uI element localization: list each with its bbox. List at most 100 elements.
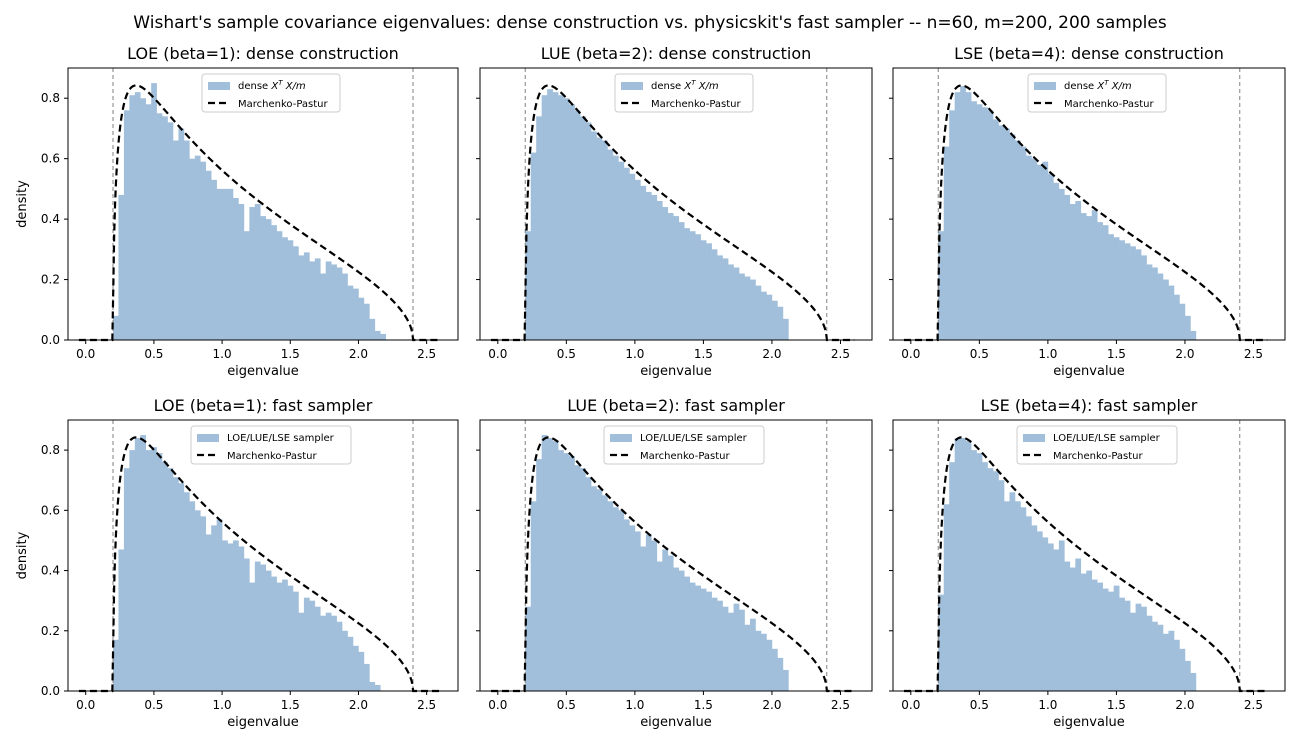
hist-bar xyxy=(678,222,685,340)
hist-bar xyxy=(222,540,228,691)
hist-bar xyxy=(129,450,136,691)
hist-bar xyxy=(982,107,988,340)
hist-bar xyxy=(211,179,217,340)
hist-bar xyxy=(353,288,359,340)
hist-bar xyxy=(167,468,174,691)
hist-bar xyxy=(1119,240,1125,340)
legend-box xyxy=(1027,73,1167,113)
hist-bar xyxy=(987,110,994,340)
axes-frame xyxy=(479,419,873,692)
hist-bar xyxy=(238,204,245,340)
hist-bar xyxy=(1036,531,1043,691)
hist-bar xyxy=(607,149,614,340)
hist-bar xyxy=(1163,633,1169,691)
hist-bar xyxy=(558,450,564,691)
hist-bar xyxy=(1130,612,1136,691)
hist-bar xyxy=(336,621,343,691)
hist-bar xyxy=(298,612,305,691)
hist-bar xyxy=(965,441,972,691)
hist-bar xyxy=(591,486,597,691)
y-tick-label: 0.4 xyxy=(41,212,60,226)
hist-bar xyxy=(167,122,174,341)
hist-bar xyxy=(293,246,299,340)
legend-hist-label: LOE/LUE/LSE sampler xyxy=(227,433,335,444)
hist-bar xyxy=(1108,234,1114,340)
hist-bar xyxy=(750,618,756,691)
hist-bar xyxy=(358,651,365,691)
hist-bar xyxy=(777,657,784,691)
hist-bar xyxy=(596,137,603,340)
hist-bar xyxy=(293,591,299,691)
hist-bar xyxy=(993,119,999,340)
axes-frame xyxy=(892,67,1286,341)
hist-bar xyxy=(971,101,977,341)
hist-bar xyxy=(1014,501,1021,691)
hist-bar xyxy=(162,462,168,691)
hist-bar xyxy=(1058,188,1065,340)
hist-bar xyxy=(233,197,239,340)
hist-bar xyxy=(766,639,773,691)
hist-bar xyxy=(711,249,718,340)
x-tick-label: 2.5 xyxy=(1244,698,1263,712)
legend-hist-swatch xyxy=(610,434,632,442)
axes-frame xyxy=(892,419,1286,692)
hist-bar xyxy=(525,231,532,340)
legend-hist-swatch xyxy=(1023,434,1045,442)
hist-bar xyxy=(585,122,592,341)
x-tick-label: 1.5 xyxy=(694,347,713,361)
legend-hist-swatch xyxy=(621,82,643,90)
x-tick-label: 2.0 xyxy=(1175,698,1194,712)
x-tick-label: 1.5 xyxy=(694,698,713,712)
x-tick-label: 0.5 xyxy=(970,698,989,712)
hist-bar xyxy=(1025,516,1032,691)
hist-bar xyxy=(140,98,147,340)
hist-bar xyxy=(541,95,548,340)
hist-bar xyxy=(1184,315,1191,340)
legend-hist-swatch xyxy=(208,82,230,90)
hist-bar xyxy=(612,155,619,340)
legend: dense XT X/m Marchenko-Pastur xyxy=(614,73,754,113)
hist-bar xyxy=(1042,161,1049,340)
hist-bar xyxy=(1031,525,1038,691)
hist-bar xyxy=(249,582,256,691)
hist-bar xyxy=(314,606,321,691)
hist-bar xyxy=(1124,243,1131,340)
hist-bar xyxy=(1168,630,1175,691)
y-axis-label: density xyxy=(15,180,30,228)
axes-frame xyxy=(479,67,873,341)
panel-title: LUE (beta=2): dense construction xyxy=(541,44,812,63)
panel-title: LUE (beta=2): fast sampler xyxy=(567,396,785,415)
x-axis-label: eigenvalue xyxy=(640,715,712,730)
hist-bar xyxy=(700,588,707,691)
hist-bar xyxy=(591,131,597,340)
hist-bar xyxy=(173,477,179,691)
hist-bar xyxy=(965,92,972,341)
x-axis-label: eigenvalue xyxy=(227,715,299,730)
hist-bar xyxy=(254,204,261,340)
hist-bar xyxy=(145,104,152,341)
hist-bar xyxy=(1163,279,1169,340)
x-tick-label: 2.0 xyxy=(762,347,781,361)
hist-bar xyxy=(563,98,570,340)
hist-bar xyxy=(1014,140,1021,340)
hist-bar xyxy=(722,258,729,340)
hist-bar xyxy=(943,504,950,691)
hist-bar xyxy=(971,450,977,691)
hist-bar xyxy=(1135,603,1142,691)
hist-bar xyxy=(634,531,641,691)
y-tick-label: 0.2 xyxy=(41,273,60,287)
hist-bar xyxy=(585,477,592,691)
hist-bar xyxy=(536,459,542,691)
y-tick-label: 0.2 xyxy=(41,624,60,638)
hist-bar xyxy=(325,612,332,691)
hist-bar xyxy=(347,636,354,691)
x-tick-label: 1.0 xyxy=(1038,698,1057,712)
hist-bar xyxy=(651,540,658,691)
hist-bar xyxy=(320,273,327,340)
hist-bar xyxy=(238,546,245,691)
hist-bar xyxy=(651,194,658,340)
hist-bar xyxy=(623,167,630,340)
hist-bar xyxy=(151,447,157,691)
hist-bar xyxy=(645,191,652,340)
hist-bar xyxy=(1097,582,1103,691)
